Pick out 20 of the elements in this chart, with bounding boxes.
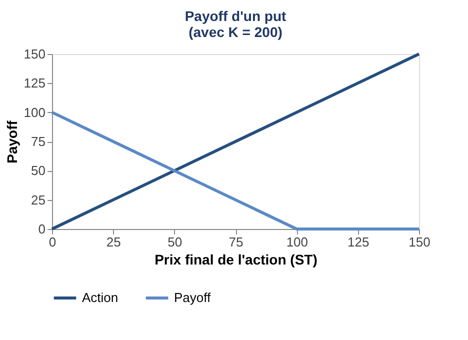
legend-label: Payoff xyxy=(174,290,212,305)
x-tick-label: 0 xyxy=(48,234,56,250)
chart-title: Payoff d'un put xyxy=(184,8,286,24)
x-tick-label: 75 xyxy=(228,234,244,250)
y-tick-label: 125 xyxy=(24,76,46,91)
x-tick-label: 25 xyxy=(106,234,121,250)
legend-label: Action xyxy=(82,290,118,305)
x-tick-label: 125 xyxy=(347,234,370,250)
x-tick-label: 150 xyxy=(408,234,430,250)
y-tick-label: 150 xyxy=(24,46,46,62)
y-tick-label: 0 xyxy=(38,222,46,236)
x-tick-label: 100 xyxy=(286,234,308,250)
y-tick-label: 75 xyxy=(31,134,46,149)
y-tick-label: 100 xyxy=(24,104,46,120)
y-tick-label: 50 xyxy=(31,163,46,178)
chart-subtitle: (avec K = 200) xyxy=(188,24,282,40)
y-axis-title: Payoff xyxy=(4,120,20,164)
x-tick-label: 50 xyxy=(168,234,182,250)
y-tick-label: 25 xyxy=(31,192,46,208)
x-axis-title: Prix final de l'action (ST) xyxy=(154,252,318,268)
